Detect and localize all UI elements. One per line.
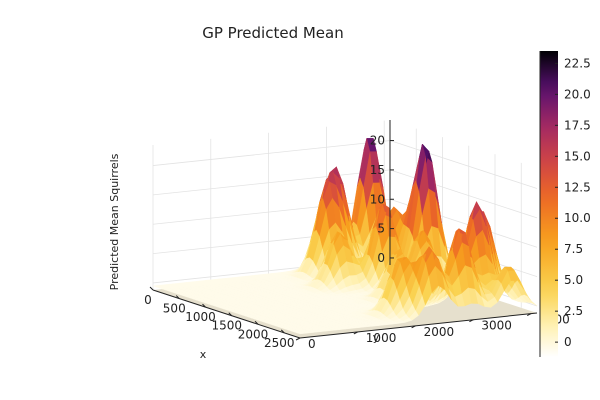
y-tick-label: 0 — [308, 337, 316, 351]
colorbar-tick-label: 22.5 — [564, 56, 591, 70]
x-tick — [175, 295, 180, 299]
colorbar: 0 2.5 5.0 7.5 10.0 12.5 15.0 17.5 20.0 22.5 — [539, 51, 591, 357]
colorbar-tick-label: 12.5 — [564, 180, 591, 194]
colorbar-gradient — [540, 51, 558, 357]
colorbar-tick-label: 10.0 — [564, 211, 591, 225]
x-tick-label: 2500 — [264, 336, 295, 350]
x-tick-label: 500 — [163, 302, 186, 316]
x-tick-label: 0 — [144, 293, 152, 307]
y-axis-line — [299, 312, 538, 339]
chart-title: GP Predicted Mean — [202, 24, 344, 42]
colorbar-tick-label: 15.0 — [564, 149, 591, 163]
colorbar-tick-label: 7.5 — [564, 242, 583, 256]
z-tick-label: 10 — [370, 192, 385, 206]
x-tick — [149, 286, 154, 291]
surface-patch — [152, 284, 163, 288]
x-tick-label: 2000 — [238, 327, 269, 341]
colorbar-tick-label: 20.0 — [564, 87, 591, 101]
z-axis-label: Predicted Mean Squirrels — [108, 153, 121, 290]
z-tick-label: 15 — [370, 163, 385, 177]
y-tick — [295, 337, 301, 341]
y-tick — [411, 325, 416, 329]
x-axis-label: x — [200, 348, 207, 361]
y-tick-label: 1000 — [366, 331, 397, 345]
x-tick — [254, 320, 259, 325]
colorbar-tick-label: 2.5 — [564, 304, 583, 318]
colorbar-tick-label: 0 — [564, 335, 572, 349]
x-tick-label: 1500 — [211, 319, 242, 333]
y-tick — [526, 313, 532, 317]
colorbar-tick-label: 17.5 — [564, 118, 591, 132]
surface — [152, 138, 538, 335]
colorbar-tick-label: 5.0 — [564, 273, 583, 287]
x-axis-line — [152, 289, 301, 339]
z-tick-label: 0 — [377, 251, 385, 265]
x-tick — [280, 329, 285, 334]
z-tick-label: 20 — [370, 134, 385, 148]
y-axis-label: y — [373, 331, 380, 344]
z-tick-label: 5 — [377, 222, 385, 236]
y-tick-label: 2000 — [424, 325, 455, 339]
y-tick — [469, 319, 474, 323]
x-tick — [228, 312, 233, 317]
y-tick — [353, 331, 359, 335]
x-tick — [202, 303, 206, 308]
x-tick-label: 1000 — [185, 310, 216, 324]
y-tick-label: 3000 — [481, 319, 512, 333]
